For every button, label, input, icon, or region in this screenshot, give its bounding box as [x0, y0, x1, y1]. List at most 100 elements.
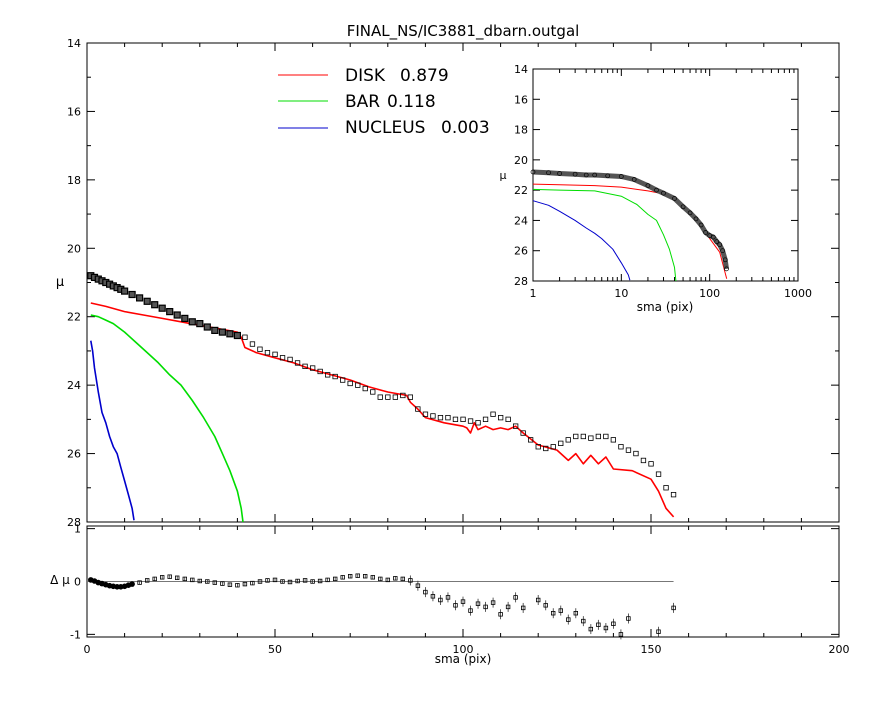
main-observed-point — [625, 447, 632, 453]
inset-observed-point — [703, 230, 708, 235]
residual-x-tick-label: 50 — [268, 643, 282, 656]
main-observed-point — [520, 430, 526, 436]
main-observed-point — [573, 433, 579, 440]
residual-point — [302, 578, 308, 583]
residual-point — [265, 578, 270, 583]
residual-point — [174, 575, 180, 580]
main-observed-points — [87, 272, 677, 498]
inset-y-tick-label: 16 — [514, 93, 528, 106]
main-observed-point — [580, 433, 586, 440]
main-observed-point — [400, 392, 406, 399]
legend-label-bar: BAR — [345, 92, 380, 112]
residual-point — [190, 577, 195, 583]
inset-y-tick-label: 28 — [514, 275, 528, 288]
residual-point — [460, 599, 466, 604]
residual-point — [370, 575, 375, 580]
inset-observed-point — [698, 222, 704, 228]
inset-x-tick-label: 10 — [614, 287, 628, 300]
main-observed-point — [655, 471, 662, 477]
main-observed-point — [407, 394, 414, 400]
main-observed-point — [151, 301, 159, 309]
main-y-tick-label: 22 — [67, 311, 81, 324]
residual-point — [505, 604, 511, 610]
main-observed-point — [287, 356, 293, 363]
main-y-tick-label: 28 — [67, 516, 81, 529]
inset-observed-point — [654, 187, 659, 193]
residual-point — [438, 597, 443, 603]
inset-bar-line — [532, 188, 677, 282]
main-observed-point — [233, 331, 241, 340]
residual-point — [558, 608, 563, 613]
residual-x-tick-label: 0 — [84, 643, 91, 656]
residual-x-tick-label: 200 — [829, 643, 850, 656]
main-observed-point — [482, 416, 489, 423]
inset-nucleus-line — [532, 200, 631, 281]
inset-observed-point — [583, 172, 589, 178]
inset-observed-point — [592, 172, 598, 178]
residual-point — [197, 578, 202, 584]
main-observed-point — [543, 445, 549, 452]
main-observed-point — [166, 308, 174, 316]
inset-observed-point — [672, 196, 677, 201]
main-observed-point — [603, 433, 609, 440]
legend-entry-bar: BAR 0.118 — [278, 92, 436, 112]
inset-observed-point — [631, 177, 637, 182]
inset-x-tick-label: 1 — [530, 287, 537, 300]
residual-point — [445, 595, 451, 600]
main-observed-point — [437, 414, 444, 421]
main-observed-point — [218, 328, 226, 336]
residual-point — [521, 605, 526, 611]
residual-point — [235, 583, 240, 588]
main-observed-point — [188, 318, 196, 326]
residual-point — [137, 580, 142, 585]
main-observed-point — [347, 380, 353, 387]
residual-point — [415, 583, 421, 588]
inset-y-tick-label: 20 — [514, 154, 528, 167]
inset-observed-point — [717, 242, 723, 248]
main-observed-point — [309, 365, 316, 371]
residual-point — [393, 576, 398, 581]
inset-observed-point — [724, 266, 729, 272]
main-observed-point — [279, 355, 286, 361]
residual-point — [468, 608, 473, 613]
main-disk-line — [90, 302, 675, 518]
main-observed-point — [339, 377, 346, 383]
residual-y-tick-label: 1 — [74, 523, 81, 536]
main-y-axis-label: μ — [56, 275, 64, 290]
residual-point — [543, 603, 548, 608]
residual-point — [430, 594, 436, 599]
residual-point — [152, 576, 157, 582]
legend-label-disk: DISK — [345, 66, 386, 86]
main-observed-point — [377, 394, 383, 400]
inset-y-tick-label: 26 — [514, 245, 528, 258]
main-observed-point — [158, 304, 166, 312]
main-observed-point — [143, 297, 151, 305]
residual-x-axis-label: sma (pix) — [435, 652, 492, 666]
residual-point — [423, 589, 428, 595]
residual-point — [272, 577, 278, 583]
main-observed-point — [181, 314, 189, 322]
main-observed-point — [203, 323, 211, 331]
inset-plot-frame — [532, 68, 799, 282]
residual-point — [362, 574, 368, 579]
main-y-tick-label: 16 — [67, 105, 81, 118]
main-observed-point — [392, 394, 399, 400]
main-y-tick-label: 26 — [67, 448, 81, 461]
inset-observed-point — [618, 174, 624, 179]
main-observed-point — [324, 372, 331, 378]
main-observed-point — [196, 320, 204, 328]
residual-points — [88, 573, 676, 640]
residual-y-tick-label: 0 — [74, 576, 81, 589]
legend-value-nucleus: 0.003 — [441, 118, 490, 138]
inset-observed-point — [680, 204, 686, 210]
main-observed-point — [475, 420, 481, 426]
main-observed-point — [317, 368, 323, 375]
inset-observed-point — [546, 170, 551, 176]
main-observed-point — [505, 416, 511, 423]
residual-point — [513, 595, 518, 600]
residual-point — [220, 581, 225, 586]
residual-point — [656, 629, 661, 634]
residual-point — [167, 574, 172, 579]
